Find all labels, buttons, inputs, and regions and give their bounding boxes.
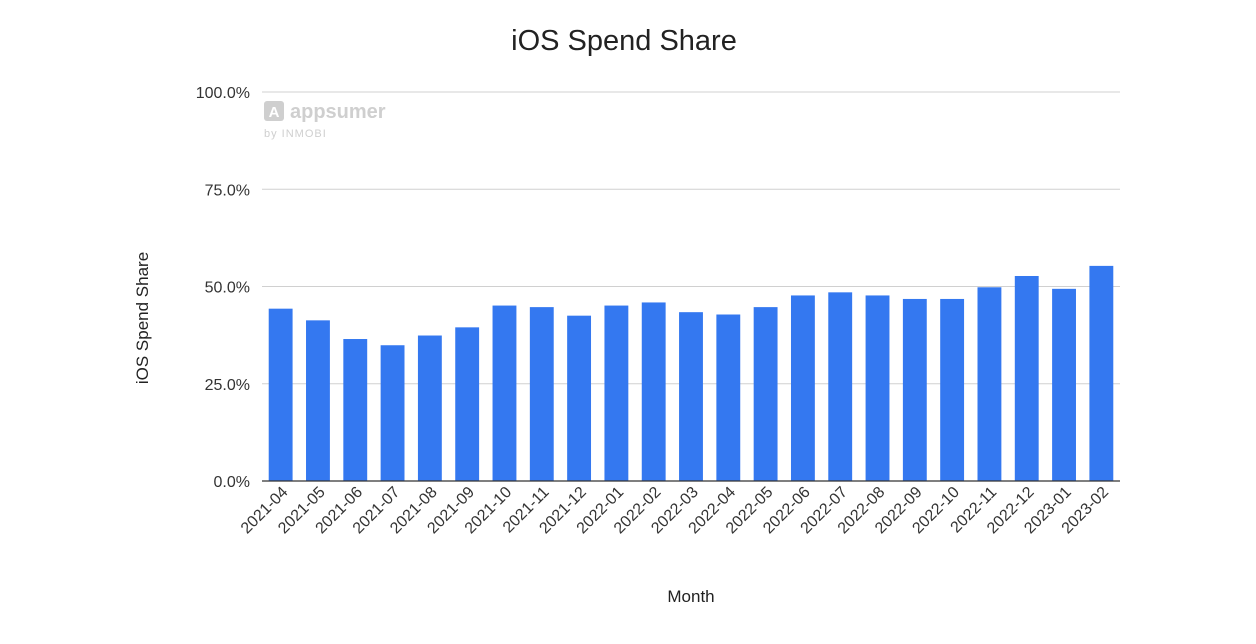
bars [268, 265, 1114, 481]
bar-2022-11 [977, 287, 1002, 481]
bar-2022-01 [604, 305, 629, 481]
y-tick-label: 0.0% [214, 474, 250, 491]
bar-2021-11 [529, 307, 554, 481]
bar-2021-09 [455, 327, 480, 481]
watermark: A appsumer by INMOBI [264, 101, 386, 140]
appsumer-logo-icon [264, 101, 284, 121]
y-axis-label: iOS Spend Share [133, 252, 152, 384]
bar-2021-05 [306, 320, 330, 481]
y-tick-label: 75.0% [205, 182, 250, 199]
bar-2022-05 [753, 307, 778, 481]
bar-2022-09 [902, 298, 927, 481]
y-tick-label: 50.0% [205, 280, 250, 297]
bar-2022-02 [641, 302, 666, 481]
bar-2022-07 [828, 292, 853, 481]
bar-2021-06 [343, 339, 368, 481]
bar-2022-12 [1014, 275, 1039, 481]
y-tick-label: 100.0% [196, 85, 250, 102]
bar-2023-01 [1052, 288, 1076, 481]
bar-2021-12 [567, 315, 592, 481]
bar-2022-08 [865, 295, 890, 481]
bar-2021-08 [417, 335, 442, 481]
y-axis-ticks: 0.0% 25.0% 50.0% 75.0% 100.0% [196, 85, 250, 491]
x-axis-ticks: 2021-042021-052021-062021-072021-082021-… [238, 484, 1112, 538]
chart-title: iOS Spend Share [511, 25, 737, 57]
bar-2023-02 [1089, 265, 1114, 481]
watermark-brand: appsumer [290, 101, 386, 123]
bar-2021-04 [268, 308, 293, 481]
x-axis-label: Month [667, 587, 714, 606]
bar-2021-07 [380, 345, 405, 481]
watermark-logo-letter: A [269, 104, 280, 121]
bar-2022-04 [716, 314, 741, 481]
bar-2022-06 [790, 295, 815, 481]
watermark-byline: by INMOBI [264, 128, 327, 140]
bar-2022-03 [679, 312, 703, 481]
bar-2022-10 [940, 298, 965, 481]
y-tick-label: 25.0% [205, 377, 250, 394]
bar-2021-10 [492, 305, 517, 481]
